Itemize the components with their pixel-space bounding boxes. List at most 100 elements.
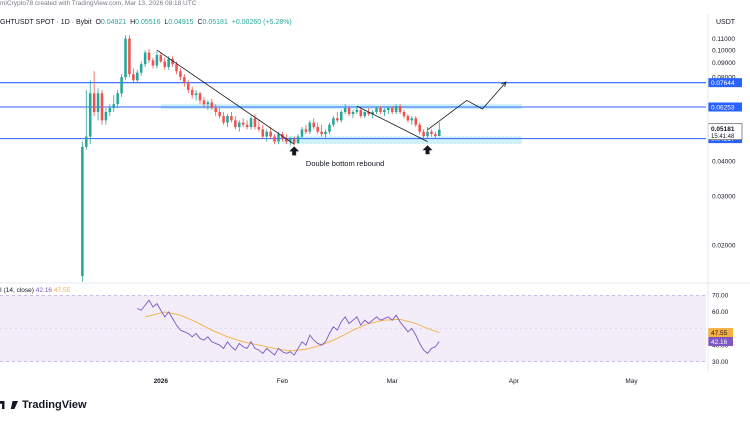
rsi-value-label: 42.16 — [711, 339, 728, 346]
candle — [359, 109, 363, 117]
candle — [410, 118, 414, 121]
candle — [183, 77, 186, 84]
candle — [159, 55, 163, 62]
low-label: L — [164, 19, 169, 26]
candle — [351, 112, 355, 115]
x-tick-label: 2026 — [154, 378, 169, 385]
candle — [320, 131, 323, 135]
candle — [88, 93, 92, 137]
candle — [249, 118, 253, 128]
candle — [422, 131, 425, 137]
candle — [438, 129, 441, 137]
rsi-name[interactable]: I (14, close) — [0, 287, 34, 294]
rsi-value-label-bg — [708, 328, 733, 338]
candle — [186, 83, 190, 90]
level-label-bg — [708, 102, 742, 112]
rsi-ma-value: 47.55 — [53, 287, 71, 294]
candle — [210, 102, 214, 109]
candle — [124, 38, 127, 78]
x-tick-label: Mar — [387, 378, 399, 385]
candle — [336, 118, 339, 121]
candle — [163, 61, 167, 67]
countdown-label: 15:41:48 — [711, 134, 735, 140]
candle — [151, 60, 155, 66]
symbol-label[interactable]: GHTUSDT SPOT · 1D · Bybit — [0, 19, 92, 26]
level-label-bg — [708, 78, 742, 88]
candle — [108, 108, 112, 112]
ohlc-legend: GHTUSDT SPOT · 1D · Bybit O0.04921 H0.05… — [0, 19, 292, 26]
candle — [179, 71, 182, 78]
rsi-line — [137, 299, 440, 356]
projection-path — [427, 81, 507, 131]
candle — [120, 77, 123, 94]
creator-line: miCrypto78 created with TradingView.com,… — [0, 0, 197, 7]
candle — [139, 64, 143, 73]
candle — [414, 118, 418, 125]
candle — [390, 108, 394, 112]
candle — [285, 139, 288, 142]
zone-1 — [282, 136, 522, 144]
arrow-up-marker — [422, 145, 433, 155]
candle — [367, 112, 370, 115]
change-value: +0.00260 (+5.28%) — [231, 19, 292, 26]
candle — [116, 93, 119, 105]
arrow-up-marker — [289, 146, 300, 156]
low-value: 0.04915 — [168, 19, 194, 26]
x-tick-label: May — [625, 378, 638, 385]
open-label: O — [95, 19, 101, 26]
candle — [332, 118, 335, 125]
annotation-text: Double bottom rebound — [306, 159, 384, 168]
candle — [371, 112, 374, 115]
high-value: 0.05516 — [135, 19, 161, 26]
candle — [402, 112, 406, 117]
candle — [355, 109, 359, 112]
candle — [132, 74, 135, 81]
candle — [296, 136, 300, 143]
rsi-band — [0, 295, 706, 362]
brand-name: TradingView — [22, 399, 87, 411]
current-price-label: 0.05181 — [711, 126, 735, 133]
candle — [343, 108, 347, 112]
price-tick-label: 0.10000 — [712, 47, 736, 54]
candle — [253, 118, 257, 128]
candle — [308, 122, 312, 132]
candle — [375, 108, 378, 112]
candle — [245, 124, 249, 128]
candle — [288, 139, 292, 142]
candle — [426, 131, 429, 137]
candle — [277, 134, 280, 142]
candle — [241, 122, 245, 125]
price-tick-label: 0.09000 — [712, 60, 736, 67]
candle — [206, 102, 210, 105]
rsi-tick-label: 70.00 — [712, 293, 729, 300]
x-tick-label: Apr — [509, 378, 520, 385]
rsi-legend: I (14, close) 42.16 47.55 — [0, 287, 70, 294]
candle — [112, 104, 116, 109]
candle — [85, 136, 88, 147]
price-tick-label: 0.03000 — [712, 193, 736, 200]
candle — [387, 108, 390, 110]
candle — [394, 106, 398, 112]
tv-logo-icon-slash — [10, 401, 18, 409]
currency-label[interactable]: USDT — [716, 19, 736, 26]
candle — [147, 52, 151, 61]
candle — [265, 131, 268, 137]
price-tick-label: 0.08000 — [712, 74, 736, 81]
candle — [292, 139, 296, 143]
candle — [383, 109, 386, 112]
candle — [81, 146, 84, 277]
candle — [430, 131, 433, 135]
trendline-1 — [356, 105, 428, 142]
level-label: 0.06253 — [711, 104, 735, 111]
tradingview-logo[interactable]: TradingView — [0, 399, 87, 411]
candle — [218, 112, 221, 117]
projection-arrowhead — [501, 81, 507, 88]
x-tick-label: Feb — [277, 378, 289, 385]
candle — [214, 108, 217, 112]
candle — [261, 129, 265, 137]
candle — [257, 127, 261, 130]
candle — [92, 93, 96, 112]
candle — [167, 58, 170, 67]
rsi-tick-label: 60.00 — [712, 309, 729, 316]
